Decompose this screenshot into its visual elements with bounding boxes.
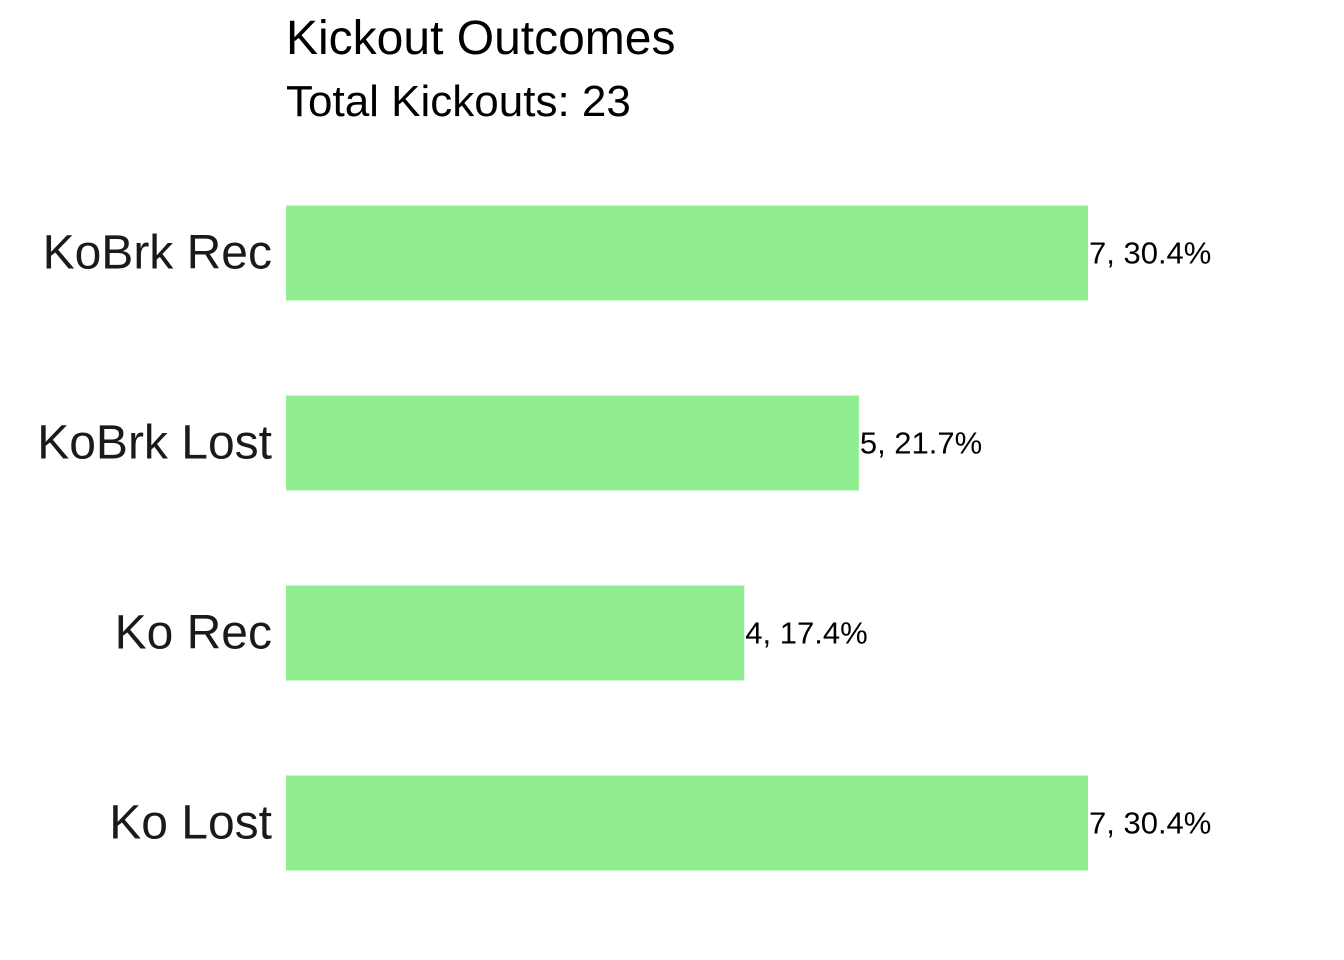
bar-1 [286,395,859,491]
data-label-2: 4, 17.4% [745,616,867,651]
data-label-1: 5, 21.7% [860,426,982,461]
category-label-3: Ko Lost [109,797,272,850]
category-label-0: KoBrk Rec [43,227,272,280]
category-label-2: Ko Rec [115,607,272,660]
data-label-0: 7, 30.4% [1089,236,1211,271]
data-label-3: 7, 30.4% [1089,806,1211,841]
chart-subtitle: Total Kickouts: 23 [286,77,631,126]
bar-0 [286,205,1088,301]
bars-group: KoBrk Rec 7, 30.4% KoBrk Lost 5, 21.7% Ko Re… [37,205,1211,871]
category-label-1: KoBrk Lost [37,417,272,470]
bar-3 [286,775,1088,871]
chart-title: Kickout Outcomes [286,12,675,65]
bar-2 [286,585,745,681]
